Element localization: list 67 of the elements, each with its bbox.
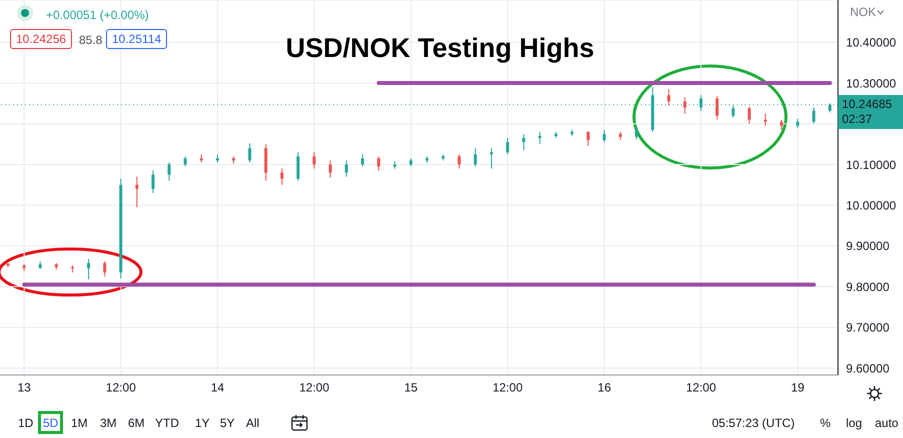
candlestick	[152, 170, 155, 194]
text: NOK	[850, 5, 876, 19]
candlestick	[716, 96, 719, 120]
candlestick	[296, 152, 300, 182]
x-tick-label: 12:00	[106, 380, 136, 395]
x-tick-label: 12:00	[492, 380, 523, 395]
candlestick	[812, 106, 816, 124]
candlestick	[586, 130, 590, 147]
annotation: 10.24256	[16, 32, 66, 46]
y-tick-label: 10.30000	[846, 76, 896, 90]
candlestick	[602, 129, 606, 143]
y-tick-label: 10.40000	[846, 36, 896, 50]
text: 5D	[43, 416, 58, 430]
text: auto	[875, 416, 898, 430]
candlestick	[280, 168, 284, 186]
candlestick	[312, 152, 316, 170]
x-tick-label: 12:00	[686, 380, 716, 395]
text: 3M	[100, 416, 117, 430]
candlestick	[635, 127, 638, 140]
candlestick	[474, 148, 477, 168]
text: %	[820, 416, 831, 430]
annotation: +0.00051 (+0.00%)	[46, 8, 149, 22]
candlestick	[135, 176, 138, 208]
y-tick-label: 10.00000	[846, 198, 896, 212]
candlestick	[103, 260, 106, 277]
text: log	[846, 416, 862, 430]
candlestick	[506, 138, 510, 155]
text: 1D	[18, 416, 34, 430]
text: 6M	[128, 416, 145, 430]
candlestick	[248, 142, 252, 163]
annotation: 85.8	[79, 33, 102, 47]
text: All	[246, 416, 260, 430]
annotation: 10.25114	[112, 32, 162, 46]
text: 1Y	[195, 416, 210, 430]
y-tick-label: 9.70000	[846, 320, 890, 335]
candlestick	[538, 131, 542, 145]
x-tick-label: 13	[17, 380, 32, 395]
candlestick	[490, 148, 493, 170]
candlestick	[87, 258, 90, 280]
candlestick	[780, 119, 784, 130]
x-tick-label: 15	[404, 380, 418, 395]
text: 1M	[71, 416, 88, 430]
x-tick-label: 14	[210, 380, 225, 395]
text: YTD	[155, 416, 179, 430]
candlestick	[683, 96, 686, 114]
candlestick	[522, 133, 526, 151]
candlestick	[377, 156, 380, 172]
text: USD/NOK Testing Highs	[284, 33, 596, 64]
candlestick	[667, 88, 670, 106]
x-tick-label: 12:00	[299, 380, 330, 395]
y-tick-label: 9.80000	[846, 280, 890, 294]
y-tick-label: 10.10000	[846, 158, 896, 172]
candlestick	[168, 162, 171, 182]
x-tick-label: 19	[791, 380, 805, 395]
candlestick	[748, 106, 751, 124]
candlestick	[764, 113, 767, 126]
y-tick-label: 9.60000	[846, 361, 890, 376]
x-tick-label: 16	[598, 380, 612, 395]
y-tick-label: 9.90000	[846, 239, 890, 254]
candlestick	[361, 154, 364, 168]
text: 05:57:23 (UTC)	[712, 416, 795, 430]
candlestick	[458, 154, 461, 170]
candlestick	[328, 160, 332, 178]
ref-line-label: 10.24685 02:37	[838, 94, 903, 129]
candlestick	[184, 156, 187, 168]
text: 5Y	[220, 416, 235, 430]
candlestick	[344, 160, 348, 178]
